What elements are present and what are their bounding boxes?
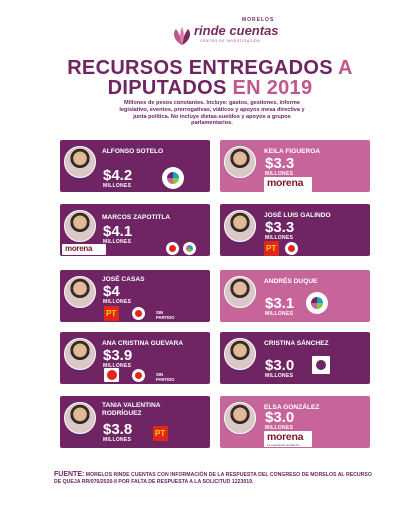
brand-name: rinde cuentas	[194, 23, 279, 38]
title-part: EN 2019	[232, 77, 313, 99]
deputy-card: CRISTINA SÁNCHEZ $3.0 MILLONES	[220, 332, 370, 384]
units-label: MILLONES	[265, 425, 294, 431]
deputy-amount: $3.3	[265, 219, 295, 236]
deputy-photo	[224, 210, 256, 242]
deputy-name: JOSÉ LUIS GALINDO	[264, 212, 331, 219]
deputy-name: CRISTINA SÁNCHEZ	[264, 340, 329, 347]
deputy-amount: $3.9	[103, 347, 133, 364]
units-label: MILLONES	[103, 299, 132, 305]
deputy-name: KEILA FIGUEROA	[264, 148, 321, 155]
no-party-label: SIN PARTIDO	[156, 310, 175, 320]
deputy-amount: $4	[103, 283, 120, 300]
pes-logo	[132, 307, 145, 320]
deputy-amount: $3.8	[103, 421, 133, 438]
brand-header: MORELOS rinde cuentas CENTRO DE INVESTIG…	[0, 8, 420, 48]
pt-logo: PT	[153, 426, 168, 441]
deputy-card: TANIA VALENTINA RODRÍGUEZ $3.8 MILLONES …	[60, 396, 210, 448]
deputy-photo	[64, 402, 96, 434]
deputy-amount: $3.0	[265, 357, 295, 374]
deputy-photo	[64, 210, 96, 242]
deputy-photo	[64, 146, 96, 178]
deputy-amount: $3.0	[265, 409, 295, 426]
deputy-name: ANA CRISTINA GUEVARA	[102, 340, 184, 347]
deputy-name: ANDRÉS DUQUE	[264, 278, 318, 285]
pt-wordmark: PT	[155, 429, 166, 438]
morena-wordmark: morena	[267, 431, 304, 443]
deputy-photo	[64, 338, 96, 370]
deputy-photo	[224, 276, 256, 308]
title-part: RECURSOS ENTREGADOS	[67, 57, 333, 79]
footer-label: FUENTE:	[54, 471, 85, 478]
units-label: MILLONES	[103, 437, 132, 443]
brand-state: MORELOS	[242, 17, 275, 23]
deputy-name: ELSA GONZÁLEZ	[264, 404, 320, 411]
deputy-amount: $4.1	[103, 223, 133, 240]
deputy-card: ALFONSO SOTELO $4.2 MILLONES	[60, 140, 210, 192]
deputy-name: TANIA VALENTINA RODRÍGUEZ	[102, 402, 161, 417]
encuentro-social-logo	[312, 356, 330, 374]
morena-tagline: La esperanza de México	[267, 442, 300, 447]
brand-subtitle: CENTRO DE INVESTIGACIÓN	[200, 39, 261, 43]
pes-logo	[132, 369, 145, 382]
deputy-card: KEILA FIGUEROA $3.3 MILLONES morena	[220, 140, 370, 192]
pt-logo	[104, 368, 119, 382]
page-title-line2: DIPUTADOS EN 2019	[0, 77, 420, 100]
description: Millones de pesos constantes. Incluye: g…	[119, 100, 305, 127]
deputy-photo	[224, 402, 256, 434]
title-part: DIPUTADOS	[107, 77, 227, 99]
no-party-label: SIN PARTIDO	[156, 372, 175, 382]
deputy-amount: $4.2	[103, 167, 133, 184]
deputy-card: ELSA GONZÁLEZ $3.0 MILLONES morena La es…	[220, 396, 370, 448]
pt-wordmark: PT	[266, 244, 277, 253]
deputy-card: ANDRÉS DUQUE $3.1 MILLONES	[220, 270, 370, 322]
morena-logo: morena	[62, 244, 106, 255]
deputy-card: ANA CRISTINA GUEVARA $3.9 MILLONES SIN P…	[60, 332, 210, 384]
movimiento-ciudadano-logo	[306, 292, 328, 314]
deputy-amount: $3.3	[265, 155, 295, 172]
pt-logo: PT	[104, 306, 119, 321]
deputy-card: JOSÉ LUIS GALINDO $3.3 MILLONES PT	[220, 204, 370, 256]
title-part: A	[338, 57, 353, 79]
pt-wordmark: PT	[106, 309, 117, 318]
units-label: MILLONES	[265, 373, 294, 379]
deputy-card: JOSÉ CASAS $4 MILLONES PT SIN PARTIDO	[60, 270, 210, 322]
pes-logo	[285, 242, 298, 255]
morena-logo: morena La esperanza de México	[264, 431, 312, 447]
source-footer: FUENTE: MORELOS RINDE CUENTAS CON INFORM…	[54, 471, 374, 486]
morena-wordmark: morena	[65, 244, 93, 253]
units-label: MILLONES	[265, 171, 294, 177]
units-label: MILLONES	[103, 239, 132, 245]
movimiento-ciudadano-logo	[183, 242, 196, 255]
deputy-photo	[224, 338, 256, 370]
page-title-line1: RECURSOS ENTREGADOS A	[0, 57, 420, 80]
deputy-name: JOSÉ CASAS	[102, 276, 145, 283]
units-label: MILLONES	[103, 363, 132, 369]
pt-logo: PT	[264, 241, 279, 256]
morena-logo: morena	[264, 177, 312, 192]
movimiento-ciudadano-logo	[162, 167, 184, 189]
deputy-amount: $3.1	[265, 295, 295, 312]
morena-wordmark: morena	[267, 177, 304, 189]
brand-flower-logo	[174, 27, 190, 45]
units-label: MILLONES	[103, 183, 132, 189]
units-label: MILLONES	[265, 311, 294, 317]
deputy-name: ALFONSO SOTELO	[102, 148, 164, 155]
pes-logo	[166, 242, 179, 255]
deputy-photo	[224, 146, 256, 178]
deputy-photo	[64, 276, 96, 308]
footer-text: MORELOS RINDE CUENTAS CON INFORMACIÓN DE…	[54, 472, 372, 485]
units-label: MILLONES	[265, 235, 294, 241]
deputy-name: MARCOS ZAPOTITLA	[102, 214, 171, 221]
deputy-card: MARCOS ZAPOTITLA $4.1 MILLONES morena	[60, 204, 210, 256]
